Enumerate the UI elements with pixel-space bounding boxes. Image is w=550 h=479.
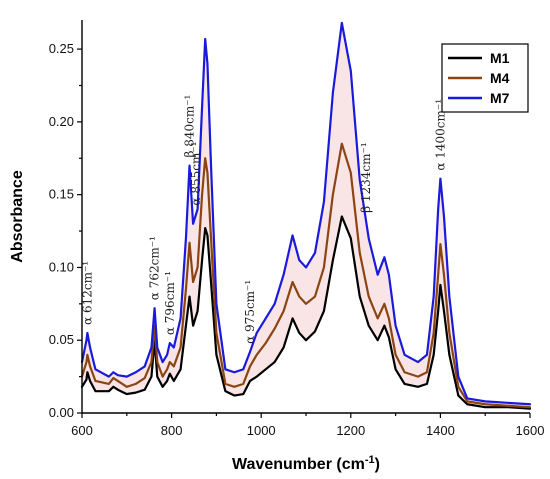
x-tick-label: 1600 [516,423,545,438]
legend-label-m7: M7 [490,90,510,106]
x-tick-label: 1400 [426,423,455,438]
peak-annotation-1400: α 1400cm⁻¹ [433,99,447,171]
x-tick-label: 800 [161,423,183,438]
y-tick-label: 0.10 [49,259,74,274]
peak-annotation-855: α 855cm⁻¹ [189,142,203,206]
legend-label-m1: M1 [490,50,510,66]
y-tick-label: 0.15 [49,187,74,202]
x-tick-label: 600 [71,423,93,438]
y-tick-label: 0.05 [49,332,74,347]
series-band-fill [82,22,530,409]
series-line-m1 [80,215,532,410]
plot-area: 600 800 1000 1200 1400 1600 0.00 0.05 0.10 0.15 0.… [9,20,544,473]
legend-label-m4: M4 [490,70,510,86]
series-line-m4 [80,142,532,409]
x-axis-label: Wavenumber (cm-1) [232,454,380,473]
x-tick-label: 1000 [247,423,276,438]
peak-annotation-796: α 796cm⁻¹ [163,271,177,335]
peak-annotation-975: α 975cm⁻¹ [243,280,257,344]
y-tick-label: 0.00 [49,405,74,420]
x-tick-label: 1200 [336,423,365,438]
y-tick-label: 0.20 [49,114,74,129]
series-line-m7 [80,21,532,406]
y-tick-label: 0.25 [49,41,74,56]
y-axis-label: Absorbance [9,170,26,263]
peak-annotation-612: α 612cm⁻¹ [80,261,94,325]
peak-annotation-840: β 840cm⁻¹ [183,95,197,158]
peak-annotation-762: α 762cm⁻¹ [148,236,162,300]
peak-annotation-1234: β 1234cm⁻¹ [359,142,373,213]
